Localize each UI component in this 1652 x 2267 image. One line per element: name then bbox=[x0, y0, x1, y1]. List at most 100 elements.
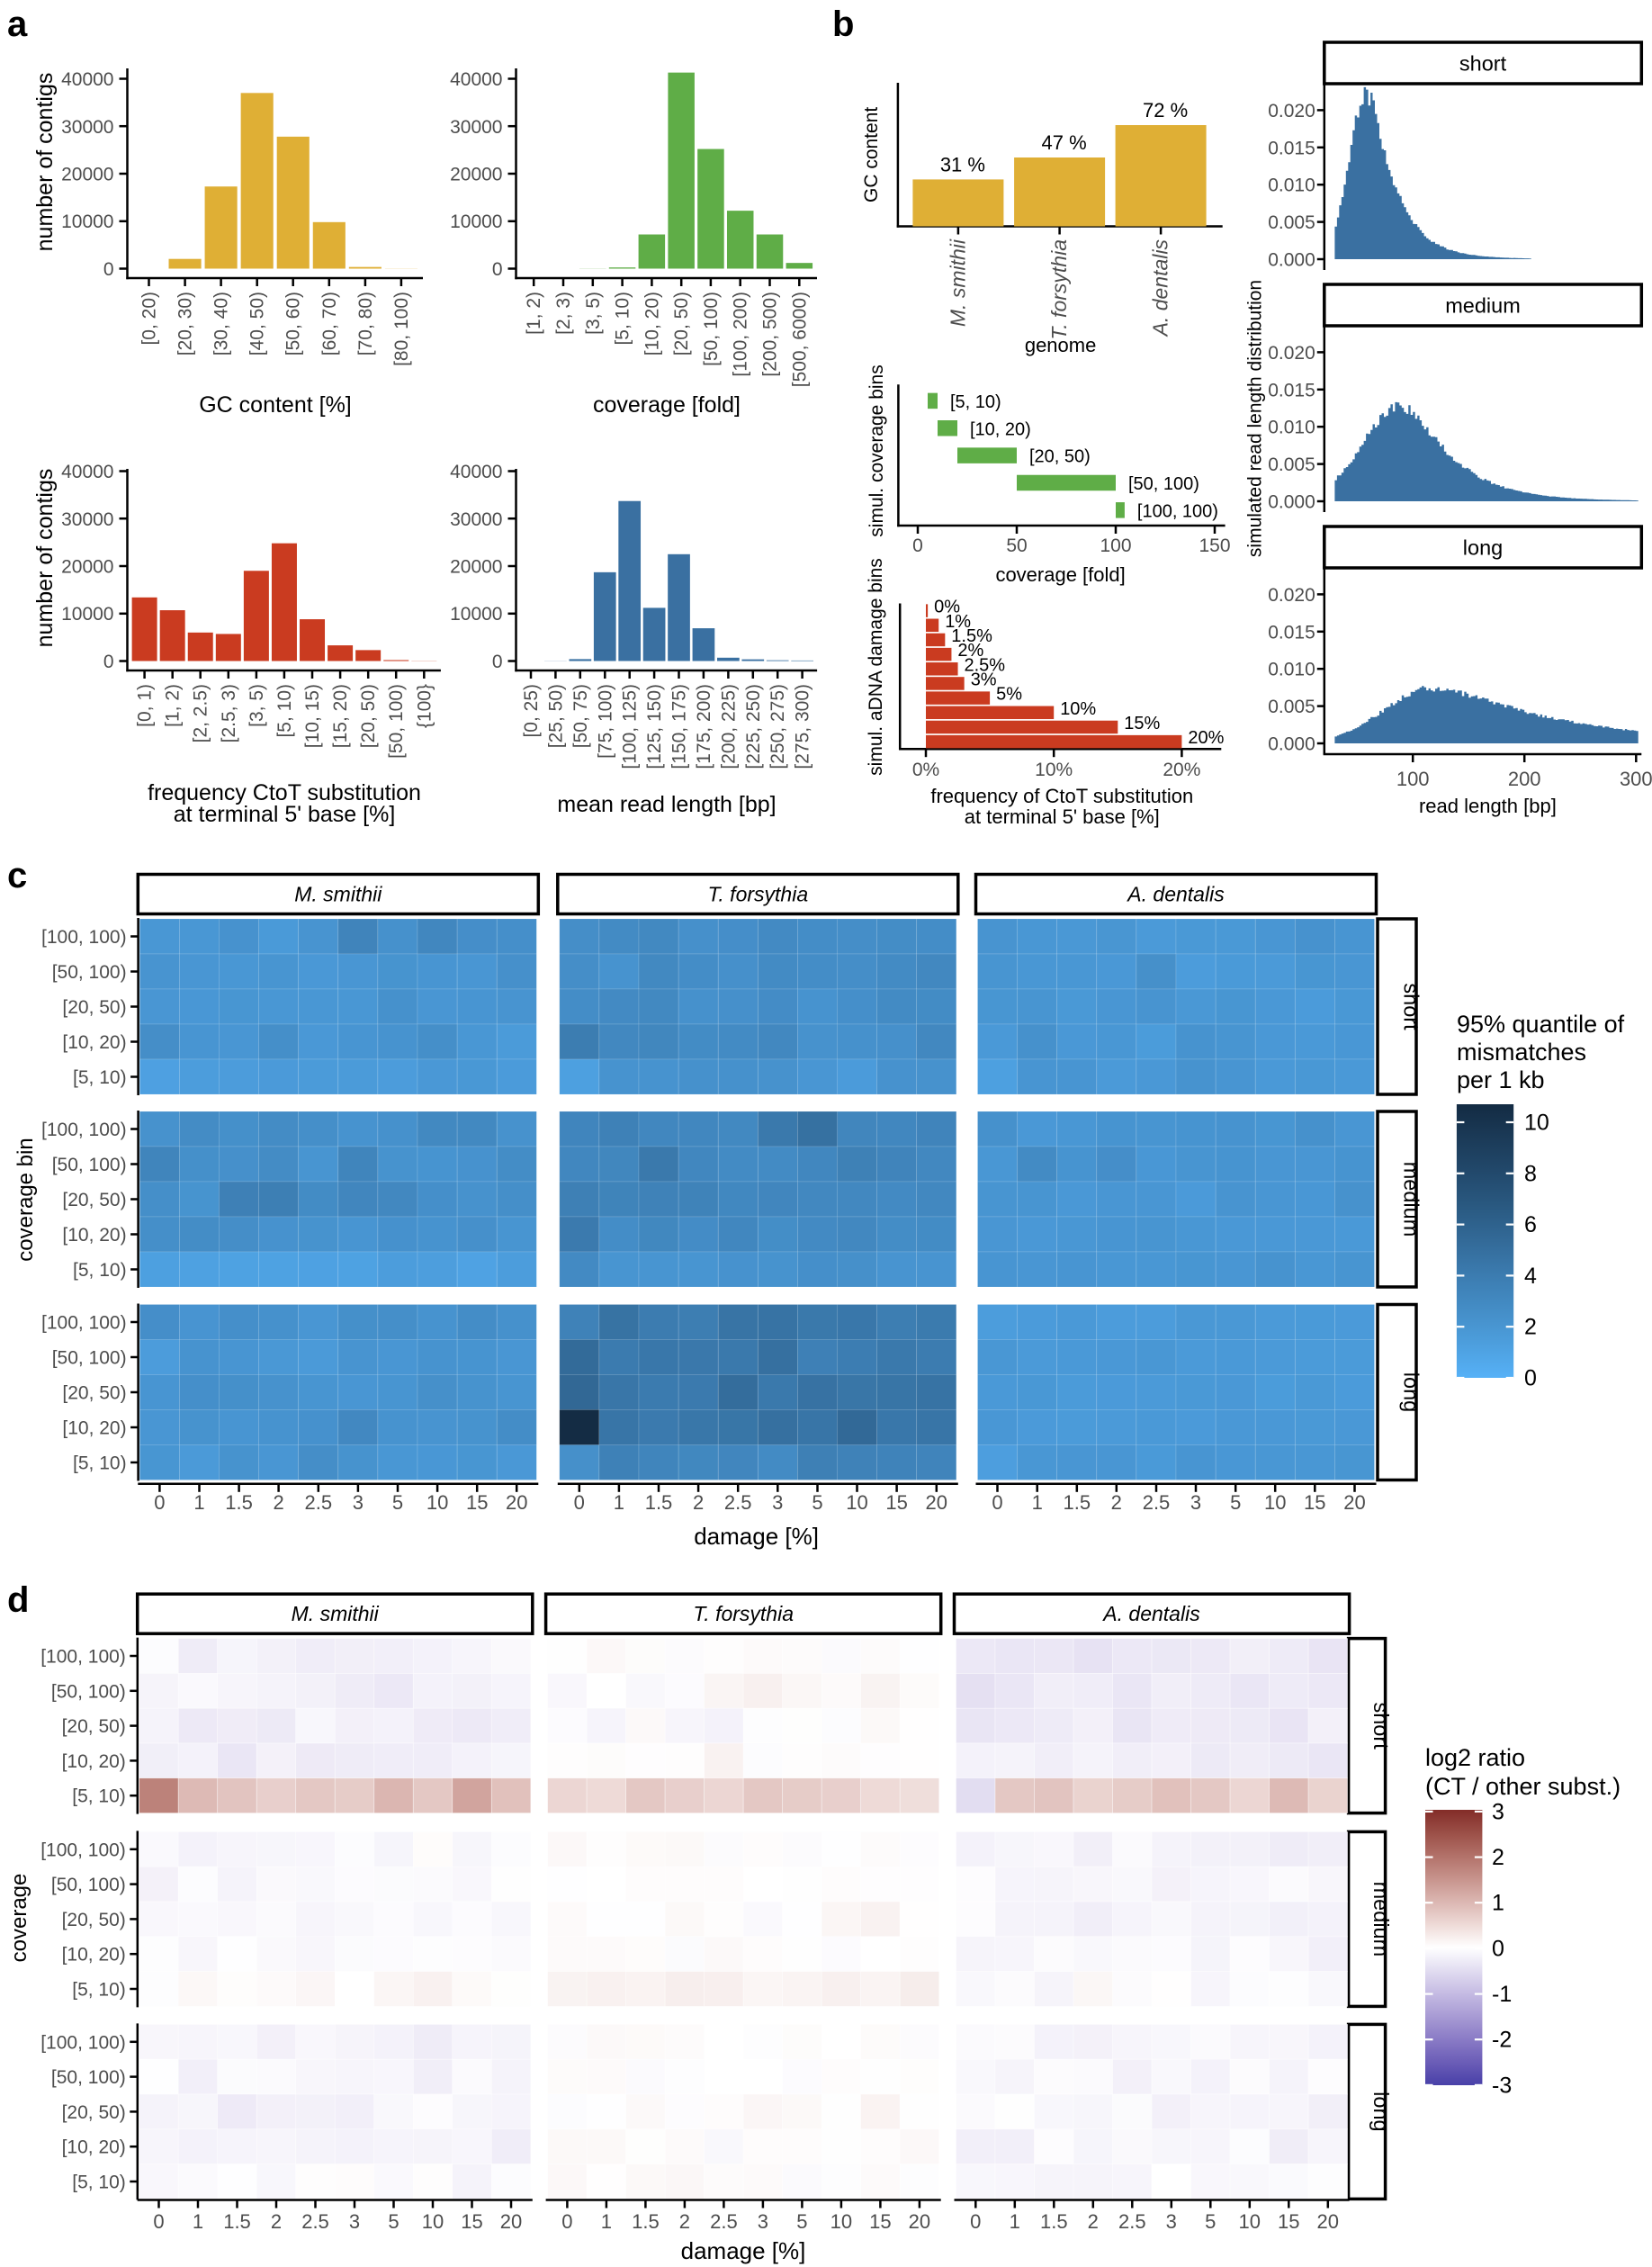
svg-text:[10, 20): [10, 20) bbox=[62, 1418, 126, 1439]
svg-text:[100, 200): [100, 200) bbox=[731, 292, 751, 377]
svg-text:20: 20 bbox=[1343, 1491, 1365, 1514]
svg-text:[150, 175): [150, 175) bbox=[669, 684, 690, 769]
svg-text:2: 2 bbox=[1492, 1845, 1504, 1870]
svg-text:0.010: 0.010 bbox=[1268, 418, 1315, 438]
svg-text:T. forsythia: T. forsythia bbox=[693, 1602, 794, 1625]
svg-text:long: long bbox=[1400, 1372, 1423, 1412]
svg-text:[20, 50): [20, 50) bbox=[62, 1910, 126, 1930]
svg-text:0.005: 0.005 bbox=[1268, 212, 1315, 233]
svg-text:0: 0 bbox=[574, 1491, 585, 1514]
svg-text:A. dentalis: A. dentalis bbox=[1126, 883, 1225, 906]
svg-text:95% quantile of: 95% quantile of bbox=[1457, 1011, 1625, 1038]
svg-text:read length [bp]: read length [bp] bbox=[1419, 795, 1557, 817]
svg-text:0.000: 0.000 bbox=[1268, 734, 1315, 755]
svg-text:GC content: GC content bbox=[861, 107, 882, 202]
svg-text:medium: medium bbox=[1445, 294, 1521, 318]
svg-text:0: 0 bbox=[1524, 1366, 1537, 1391]
svg-text:2.5: 2.5 bbox=[710, 2210, 738, 2233]
svg-text:20000: 20000 bbox=[61, 557, 113, 578]
svg-text:[70, 80): [70, 80) bbox=[355, 292, 376, 355]
svg-text:20000: 20000 bbox=[450, 557, 502, 578]
svg-text:[80, 100): [80, 100) bbox=[391, 292, 412, 366]
svg-text:2: 2 bbox=[1088, 2210, 1099, 2233]
svg-text:0%: 0% bbox=[934, 598, 960, 617]
svg-text:[20, 30): [20, 30) bbox=[175, 292, 196, 355]
svg-text:0: 0 bbox=[103, 652, 114, 672]
svg-text:simul. coverage bins: simul. coverage bins bbox=[866, 364, 887, 536]
svg-text:[50, 100): [50, 100) bbox=[386, 684, 407, 759]
svg-text:30000: 30000 bbox=[450, 509, 502, 530]
svg-text:0: 0 bbox=[154, 1491, 165, 1514]
svg-text:10: 10 bbox=[1239, 2210, 1261, 2233]
svg-text:[20, 50): [20, 50) bbox=[671, 292, 692, 355]
svg-text:mismatches: mismatches bbox=[1457, 1039, 1586, 1066]
svg-text:long: long bbox=[1369, 2092, 1393, 2131]
svg-text:[100, 100): [100, 100) bbox=[41, 927, 127, 948]
svg-text:0.000: 0.000 bbox=[1268, 250, 1315, 271]
svg-text:0.005: 0.005 bbox=[1268, 454, 1315, 475]
svg-text:15: 15 bbox=[466, 1491, 488, 1514]
svg-text:[50, 75): [50, 75) bbox=[570, 684, 591, 748]
svg-text:[3, 5): [3, 5) bbox=[247, 684, 267, 727]
svg-text:2.5: 2.5 bbox=[1118, 2210, 1146, 2233]
svg-text:[100, 100): [100, 100) bbox=[1137, 501, 1218, 521]
svg-text:[10, 20): [10, 20) bbox=[62, 1751, 126, 1772]
svg-text:b: b bbox=[832, 4, 854, 44]
svg-text:short: short bbox=[1369, 1702, 1393, 1750]
svg-text:[10, 20): [10, 20) bbox=[62, 2137, 126, 2158]
svg-text:long: long bbox=[1463, 536, 1503, 560]
svg-text:2: 2 bbox=[679, 2210, 690, 2233]
svg-text:3%: 3% bbox=[971, 670, 997, 690]
svg-text:100: 100 bbox=[1100, 535, 1131, 556]
svg-text:0: 0 bbox=[492, 652, 503, 672]
svg-text:0.015: 0.015 bbox=[1268, 138, 1315, 158]
svg-text:40000: 40000 bbox=[61, 69, 113, 90]
svg-text:log2 ratio: log2 ratio bbox=[1425, 1744, 1525, 1771]
svg-text:M. smithii: M. smithii bbox=[946, 238, 969, 327]
svg-text:[100, 100): [100, 100) bbox=[40, 1840, 126, 1860]
svg-text:15: 15 bbox=[869, 2210, 891, 2233]
svg-text:2: 2 bbox=[271, 2210, 282, 2233]
svg-text:[5, 10): [5, 10) bbox=[73, 1453, 127, 1474]
svg-text:[30, 40): [30, 40) bbox=[211, 292, 232, 355]
svg-text:10000: 10000 bbox=[450, 211, 502, 232]
svg-text:1.5: 1.5 bbox=[1040, 2210, 1068, 2233]
svg-text:[275, 300): [275, 300) bbox=[793, 684, 813, 769]
svg-text:[50, 100): [50, 100) bbox=[52, 962, 127, 983]
svg-text:0.010: 0.010 bbox=[1268, 175, 1315, 196]
svg-text:1: 1 bbox=[193, 1491, 204, 1514]
svg-text:(CT / other subst.): (CT / other subst.) bbox=[1425, 1773, 1621, 1800]
svg-text:0.005: 0.005 bbox=[1268, 697, 1315, 717]
svg-text:20%: 20% bbox=[1163, 760, 1200, 780]
svg-text:1%: 1% bbox=[945, 612, 971, 632]
svg-text:coverage: coverage bbox=[7, 1874, 31, 1963]
svg-text:0.000: 0.000 bbox=[1268, 492, 1315, 513]
svg-text:10%: 10% bbox=[1060, 699, 1096, 719]
svg-text:0.010: 0.010 bbox=[1268, 660, 1315, 680]
svg-text:T. forsythia: T. forsythia bbox=[707, 883, 808, 906]
svg-text:20: 20 bbox=[500, 2210, 522, 2233]
svg-text:[175, 200): [175, 200) bbox=[694, 684, 714, 769]
svg-text:1.5: 1.5 bbox=[223, 2210, 251, 2233]
svg-text:medium: medium bbox=[1400, 1162, 1423, 1237]
svg-text:0.020: 0.020 bbox=[1268, 101, 1315, 121]
svg-text:30000: 30000 bbox=[61, 509, 113, 530]
svg-text:5: 5 bbox=[1205, 2210, 1216, 2233]
svg-text:5: 5 bbox=[392, 1491, 403, 1514]
svg-text:20%: 20% bbox=[1188, 728, 1224, 748]
svg-text:0: 0 bbox=[1492, 1936, 1504, 1961]
svg-text:0%: 0% bbox=[912, 760, 939, 780]
svg-text:50: 50 bbox=[1006, 535, 1027, 556]
svg-text:3: 3 bbox=[353, 1491, 364, 1514]
svg-text:2.5: 2.5 bbox=[1143, 1491, 1171, 1514]
svg-text:[20, 50): [20, 50) bbox=[62, 997, 126, 1018]
svg-text:[15, 20): [15, 20) bbox=[330, 684, 351, 748]
svg-text:number of contigs: number of contigs bbox=[32, 469, 58, 648]
svg-text:47 %: 47 % bbox=[1042, 131, 1087, 154]
svg-text:[10, 20): [10, 20) bbox=[970, 419, 1031, 439]
svg-text:[100, 100): [100, 100) bbox=[41, 1120, 127, 1140]
svg-text:200: 200 bbox=[1508, 768, 1541, 790]
svg-text:[50, 60): [50, 60) bbox=[283, 292, 304, 355]
svg-text:0: 0 bbox=[912, 535, 923, 556]
svg-text:coverage [fold]: coverage [fold] bbox=[995, 563, 1125, 586]
